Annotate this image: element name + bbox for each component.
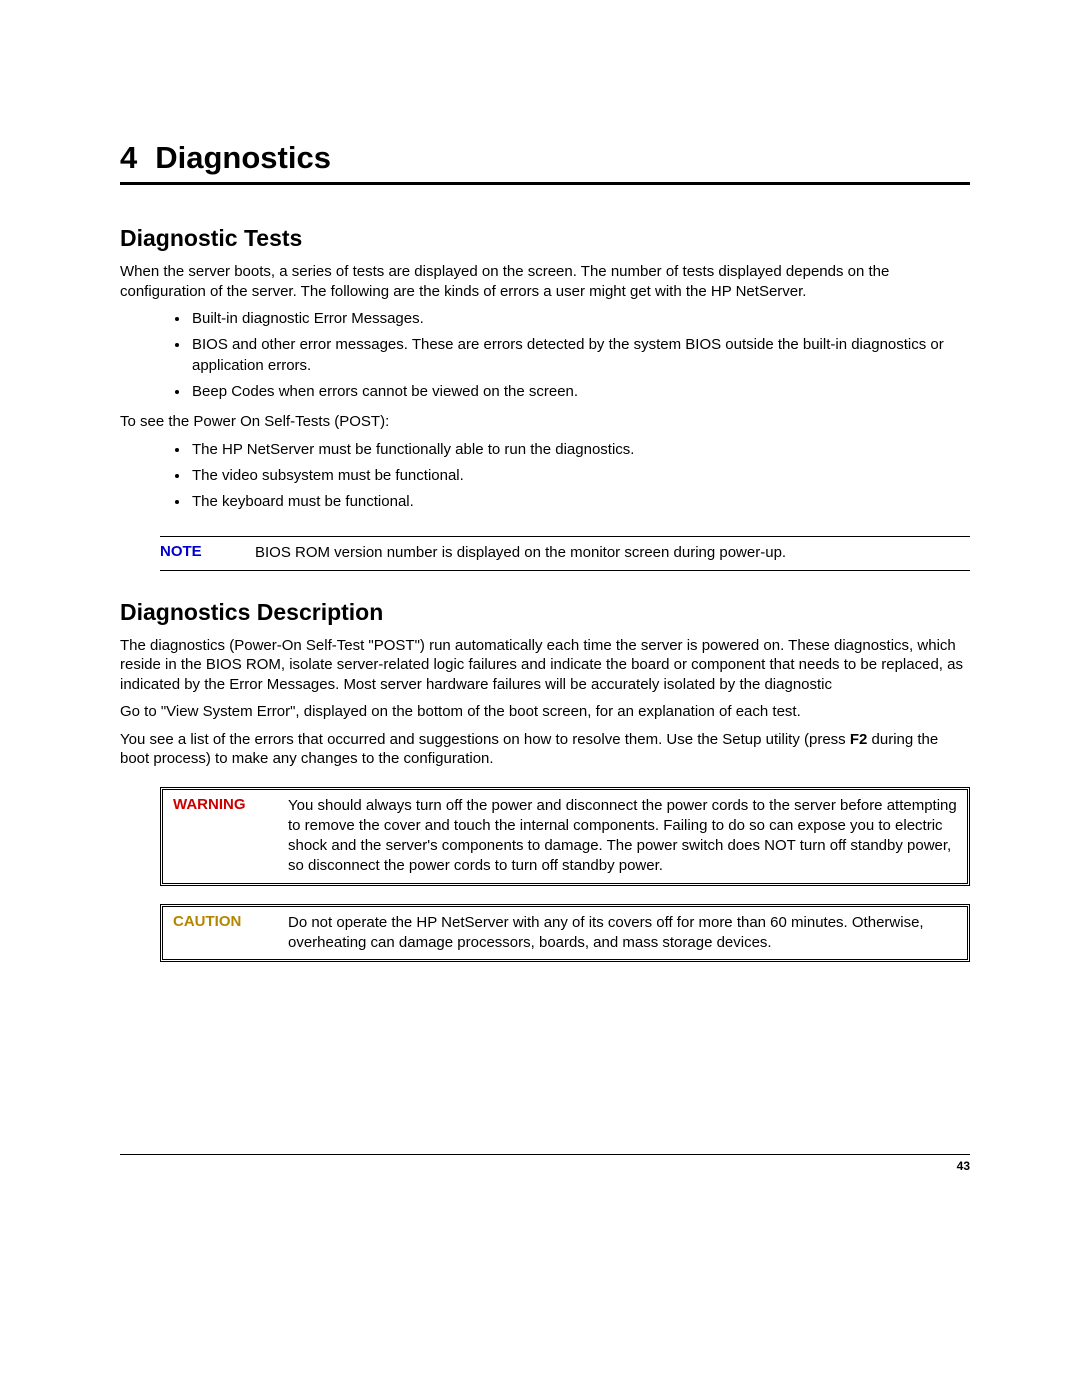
list-item: Built-in diagnostic Error Messages. <box>190 309 970 329</box>
section-title-diagnostics-description: Diagnostics Description <box>120 599 970 626</box>
paragraph: When the server boots, a series of tests… <box>120 262 970 301</box>
key-name-bold: F2 <box>850 731 868 748</box>
warning-text: You should always turn off the power and… <box>288 796 957 877</box>
note-text: BIOS ROM version number is displayed on … <box>255 543 786 563</box>
list-item: The video subsystem must be functional. <box>190 466 970 486</box>
paragraph: The diagnostics (Power-On Self-Test "POS… <box>120 636 970 695</box>
document-page: 4 Diagnostics Diagnostic Tests When the s… <box>0 0 1080 1397</box>
list-item: Beep Codes when errors cannot be viewed … <box>190 382 970 402</box>
caution-label: CAUTION <box>173 913 288 954</box>
list-item: BIOS and other error messages. These are… <box>190 335 970 376</box>
caution-text: Do not operate the HP NetServer with any… <box>288 913 957 954</box>
caution-box: CAUTION Do not operate the HP NetServer … <box>160 904 970 963</box>
chapter-title-text: Diagnostics <box>155 140 331 175</box>
section-title-diagnostic-tests: Diagnostic Tests <box>120 225 970 252</box>
note-label: NOTE <box>160 543 255 563</box>
paragraph: You see a list of the errors that occurr… <box>120 730 970 769</box>
paragraph: Go to "View System Error", displayed on … <box>120 702 970 722</box>
list-item: The keyboard must be functional. <box>190 492 970 512</box>
page-number: 43 <box>957 1159 970 1173</box>
note-block: NOTE BIOS ROM version number is displaye… <box>160 536 970 570</box>
chapter-heading: 4 Diagnostics <box>120 140 970 185</box>
warning-label: WARNING <box>173 796 288 877</box>
bullet-list-errors: Built-in diagnostic Error Messages. BIOS… <box>120 309 970 402</box>
bullet-list-post: The HP NetServer must be functionally ab… <box>120 440 970 513</box>
chapter-number: 4 <box>120 140 137 176</box>
page-footer: 43 <box>120 1154 970 1173</box>
warning-box: WARNING You should always turn off the p… <box>160 787 970 886</box>
paragraph: To see the Power On Self-Tests (POST): <box>120 412 970 432</box>
list-item: The HP NetServer must be functionally ab… <box>190 440 970 460</box>
text-run: You see a list of the errors that occurr… <box>120 731 850 748</box>
